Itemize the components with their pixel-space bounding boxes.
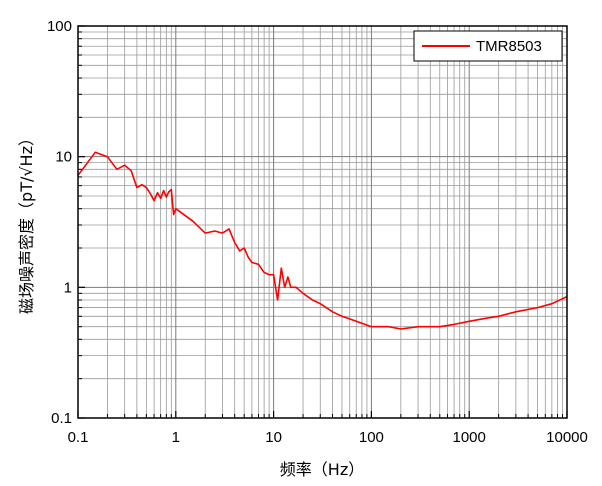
y-tick-label: 100 [47, 18, 72, 35]
y-tick-label: 0.1 [51, 410, 72, 427]
y-tick-label: 1 [64, 279, 72, 296]
x-tick-label: 1000 [453, 429, 486, 446]
y-axis-title: 磁场噪声密度（pT/√Hz） [17, 130, 36, 314]
x-axis-title: 频率（Hz） [280, 460, 364, 479]
x-tick-label: 1 [172, 429, 180, 446]
x-tick-label: 100 [359, 429, 384, 446]
y-tick-label: 10 [55, 149, 72, 166]
x-tick-label: 0.1 [68, 429, 89, 446]
legend: TMR8503 [414, 31, 562, 61]
legend-label-tmr8503: TMR8503 [476, 38, 542, 55]
x-tick-label: 10000 [546, 429, 588, 446]
x-tick-label: 10 [265, 429, 282, 446]
